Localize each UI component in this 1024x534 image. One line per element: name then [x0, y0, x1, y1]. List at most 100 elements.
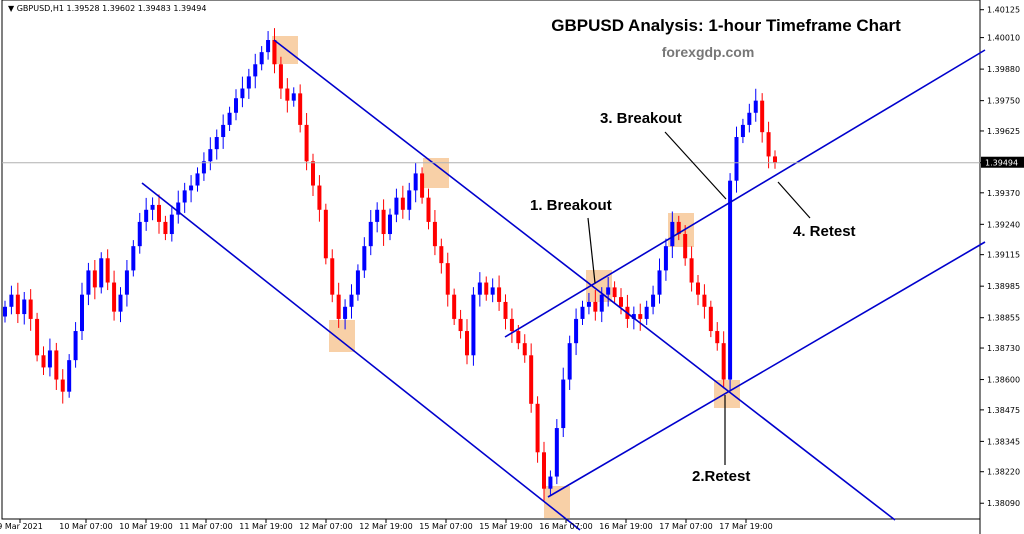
candle-body	[432, 221, 437, 247]
highlight-layer	[272, 36, 740, 518]
x-tick-label: 10 Mar 19:00	[119, 522, 172, 531]
candle-body	[105, 258, 110, 283]
candle-body	[278, 64, 283, 89]
falling-channel-upper-line	[273, 39, 896, 521]
candle-body	[490, 287, 495, 295]
candle-body	[663, 246, 668, 271]
x-tick-label: 12 Mar 07:00	[299, 522, 352, 531]
y-tick-label: 1.39115	[987, 251, 1020, 260]
candle-body	[272, 40, 277, 65]
candle-body	[542, 452, 546, 489]
candle-body	[54, 350, 59, 380]
trendline-layer	[141, 39, 986, 531]
candle-body	[381, 209, 386, 235]
candle-body	[221, 124, 226, 138]
candle-body	[67, 360, 72, 392]
candle-body	[41, 355, 46, 368]
candle-body	[773, 156, 777, 163]
chart-title: GBPUSD Analysis: 1-hour Timeframe Chart	[551, 16, 901, 35]
annotation-retest-4: 4. Retest	[793, 223, 856, 240]
candle-body	[266, 40, 271, 53]
candle-body	[92, 270, 97, 288]
candle-body	[323, 209, 328, 259]
x-tick-label: 17 Mar 07:00	[659, 522, 712, 531]
candle-body	[670, 221, 675, 247]
candle-body	[60, 379, 65, 392]
candle-body	[355, 270, 360, 295]
y-tick-label: 1.39625	[987, 127, 1020, 136]
candle-body	[99, 258, 104, 288]
candle-body	[163, 221, 168, 235]
candle-body	[529, 355, 534, 404]
candle-body	[702, 294, 707, 307]
y-tick-label: 1.38600	[987, 376, 1020, 385]
candle-body	[182, 190, 187, 203]
candle-body	[131, 246, 136, 271]
candle-body	[606, 287, 611, 295]
candle-body	[696, 282, 700, 295]
candle-body	[638, 314, 643, 319]
candle-body	[35, 318, 40, 356]
current-price-badge: 1.39494	[981, 156, 1024, 168]
candle-body	[631, 314, 636, 319]
candle-body	[22, 299, 27, 315]
candle-body	[420, 173, 425, 198]
candle-body	[586, 301, 591, 307]
candle-body	[169, 214, 174, 235]
annotation-pointer	[664, 131, 727, 200]
candle-body	[253, 64, 258, 77]
annotation-pointer	[777, 181, 811, 219]
candle-body	[400, 197, 405, 210]
candle-body	[368, 221, 373, 247]
candle-body	[157, 204, 161, 222]
candle-body	[657, 270, 662, 295]
y-tick-label: 1.40010	[987, 34, 1020, 43]
candle-body	[144, 209, 149, 222]
candle-body	[375, 209, 380, 222]
candle-body	[124, 270, 129, 295]
instrument-header: ▼ GBPUSD,H1 1.39528 1.39602 1.39483 1.39…	[8, 4, 206, 13]
candle-body	[708, 306, 713, 332]
annotation-pointers	[587, 131, 811, 465]
candle-body	[619, 297, 623, 307]
candle-body	[349, 294, 354, 307]
candle-body	[548, 476, 553, 489]
candle-body	[311, 161, 315, 186]
rising-channel-upper-line	[504, 49, 986, 338]
x-tick-label: 12 Mar 19:00	[359, 522, 412, 531]
candle-body	[574, 318, 579, 344]
y-axis: 1.40125 1.40010 1.39880 1.39750 1.39625 1.394…	[980, 6, 1020, 508]
candle-body	[458, 318, 463, 332]
candle-body	[407, 190, 412, 210]
annotation-retest-2: 2.Retest	[692, 468, 750, 485]
x-tick-label: 16 Mar 19:00	[599, 522, 652, 531]
candle-body	[747, 112, 752, 125]
y-tick-label: 1.38475	[987, 406, 1020, 415]
candle-body	[413, 173, 418, 191]
y-tick-label: 1.40125	[987, 6, 1020, 15]
annotation-breakout-3: 3. Breakout	[600, 110, 682, 127]
candle-body	[259, 52, 264, 65]
candle-body	[445, 263, 450, 295]
candle-body	[388, 214, 392, 235]
candle-body	[465, 331, 469, 356]
candle-body	[535, 403, 540, 453]
candle-body	[336, 294, 341, 319]
candle-body	[317, 185, 322, 210]
candle-body	[240, 88, 245, 99]
candle-body	[201, 161, 206, 174]
candle-body	[426, 197, 431, 222]
candle-body	[734, 137, 739, 181]
candle-body	[676, 221, 681, 235]
candle-body	[477, 282, 482, 295]
candle-body	[214, 137, 219, 150]
candle-body	[452, 294, 457, 319]
candle-body	[28, 299, 33, 319]
candle-body	[484, 282, 489, 295]
candle-body	[580, 306, 585, 319]
y-tick-label: 1.39750	[987, 97, 1020, 106]
candle-body	[471, 294, 476, 356]
candle-body	[176, 202, 181, 215]
candle-body	[509, 318, 514, 332]
candle-body	[651, 294, 656, 307]
